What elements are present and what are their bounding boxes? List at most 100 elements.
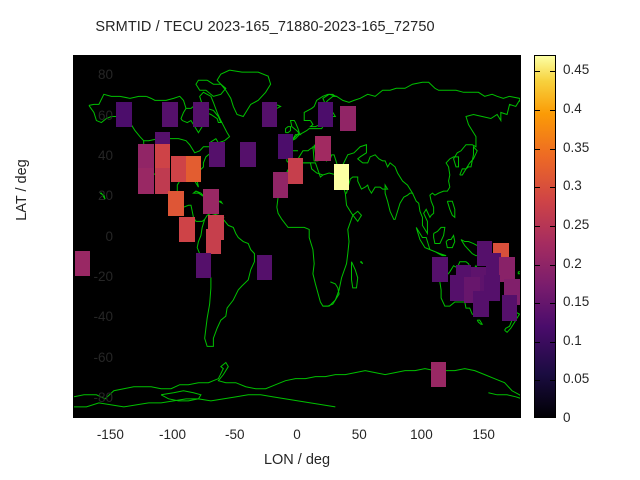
coastline-path bbox=[285, 126, 292, 134]
coastline-path bbox=[351, 261, 359, 289]
colorbar-tick-label: 0.2 bbox=[563, 255, 582, 271]
data-cell bbox=[74, 251, 91, 277]
x-tick-label: 150 bbox=[472, 427, 495, 442]
colorbar-tick-mark bbox=[550, 303, 555, 305]
x-tick-label: -150 bbox=[96, 427, 124, 442]
y-tick-label: -80 bbox=[93, 389, 113, 405]
y-tick-label: -40 bbox=[93, 309, 113, 325]
coastline-path bbox=[412, 99, 520, 236]
data-cell bbox=[205, 228, 222, 255]
data-cell bbox=[170, 156, 187, 182]
colorbar-tick-label: 0.1 bbox=[563, 332, 582, 348]
coastline-path bbox=[195, 79, 227, 97]
data-cell bbox=[340, 105, 356, 132]
coastline-path bbox=[285, 81, 520, 150]
colorbar-tick-mark bbox=[535, 225, 540, 227]
colorbar-tick-mark bbox=[535, 110, 540, 112]
data-cells-layer bbox=[74, 56, 520, 417]
data-cell bbox=[277, 134, 294, 160]
coastline-path bbox=[433, 226, 446, 245]
data-cell bbox=[185, 156, 202, 182]
coastline-path bbox=[488, 392, 520, 399]
colorbar bbox=[534, 55, 556, 418]
data-cell bbox=[501, 295, 518, 321]
y-tick-label: -20 bbox=[93, 268, 113, 284]
data-cell bbox=[432, 257, 448, 283]
data-cell bbox=[179, 216, 196, 243]
data-cell bbox=[240, 142, 256, 168]
coastline-path bbox=[74, 394, 336, 408]
x-tick-label: -50 bbox=[225, 427, 245, 442]
x-tick-label: -100 bbox=[159, 427, 187, 442]
x-tick-label: 50 bbox=[351, 427, 367, 442]
coastline-path bbox=[289, 120, 302, 142]
colorbar-tick-mark bbox=[550, 225, 555, 227]
coastline-path bbox=[446, 200, 456, 219]
data-cell bbox=[272, 172, 289, 198]
data-cell bbox=[116, 101, 132, 128]
colorbar-tick-mark bbox=[550, 341, 555, 343]
colorbar-tick-mark bbox=[535, 187, 540, 189]
coastline-path bbox=[88, 93, 147, 106]
colorbar-tick-mark bbox=[550, 187, 555, 189]
data-cell bbox=[430, 362, 447, 388]
data-cell bbox=[473, 291, 489, 317]
colorbar-tick-mark bbox=[535, 148, 540, 150]
data-cell bbox=[209, 142, 225, 168]
colorbar-tick-mark bbox=[550, 148, 555, 150]
data-cell bbox=[203, 188, 219, 214]
y-tick-label: 80 bbox=[97, 67, 113, 83]
data-cell bbox=[138, 168, 154, 194]
y-tick-label: 60 bbox=[97, 107, 113, 123]
data-cell bbox=[485, 253, 502, 279]
coastline-path bbox=[198, 91, 231, 148]
data-cell bbox=[287, 158, 304, 184]
colorbar-tick-label: 0 bbox=[563, 410, 571, 425]
map-plot-area bbox=[73, 55, 521, 418]
colorbar-tick-mark bbox=[535, 71, 540, 73]
colorbar-tick-mark bbox=[550, 110, 555, 112]
coastline-path bbox=[216, 69, 272, 118]
coastline-path bbox=[476, 319, 484, 325]
coastline-path bbox=[445, 234, 456, 249]
colorbar-tick-mark bbox=[535, 303, 540, 305]
colorbar-tick-mark bbox=[550, 380, 555, 382]
coastline-path bbox=[415, 227, 447, 257]
data-cell bbox=[256, 255, 273, 281]
coastline-path bbox=[74, 361, 520, 400]
coastline-path bbox=[517, 271, 520, 275]
colorbar-tick-label: 0.05 bbox=[563, 371, 590, 387]
data-cell bbox=[162, 101, 178, 128]
colorbar-tick-mark bbox=[550, 264, 555, 266]
x-tick-label: 100 bbox=[410, 427, 433, 442]
coastline-path bbox=[341, 144, 414, 220]
colorbar-tick-mark bbox=[535, 264, 540, 266]
coastline-path bbox=[359, 261, 364, 265]
y-tick-label: 0 bbox=[105, 228, 113, 244]
chart-title: SRMTID / TECU 2023-165_71880-2023-165_72… bbox=[95, 19, 435, 35]
data-cell bbox=[195, 253, 212, 279]
x-tick-label: 0 bbox=[293, 427, 301, 442]
colorbar-tick-label: 0.35 bbox=[563, 139, 590, 155]
y-tick-label: 20 bbox=[97, 188, 113, 204]
data-cell bbox=[154, 168, 171, 194]
x-axis-label: LON / deg bbox=[263, 452, 331, 468]
colorbar-tick-label: 0.45 bbox=[563, 62, 590, 78]
coastline-path bbox=[303, 93, 336, 122]
coastline-path bbox=[459, 145, 478, 176]
data-cell bbox=[317, 101, 334, 128]
y-tick-label: -60 bbox=[93, 349, 113, 365]
data-cell bbox=[193, 101, 209, 128]
data-cell bbox=[333, 164, 350, 190]
colorbar-gradient bbox=[535, 56, 555, 417]
data-cell bbox=[168, 190, 184, 216]
coastline-path bbox=[160, 390, 202, 402]
y-axis-label: LAT / deg bbox=[14, 159, 30, 221]
data-cell bbox=[261, 101, 278, 128]
colorbar-tick-label: 0.15 bbox=[563, 294, 590, 310]
data-cell bbox=[154, 144, 171, 170]
colorbar-tick-label: 0.25 bbox=[563, 216, 590, 232]
data-cell bbox=[315, 136, 331, 162]
coastline-path bbox=[322, 281, 340, 307]
